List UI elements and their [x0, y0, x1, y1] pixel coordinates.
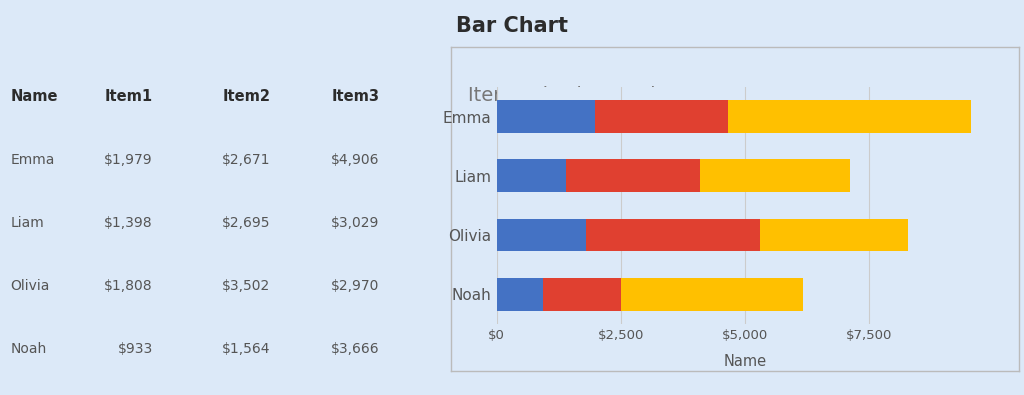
Bar: [700, 160, 850, 192]
Bar: [566, 160, 700, 192]
Text: $3,029: $3,029: [332, 216, 380, 230]
Text: Item2: Item2: [222, 89, 270, 104]
Bar: [728, 100, 971, 133]
Text: $1,979: $1,979: [104, 152, 153, 167]
Text: $1,808: $1,808: [104, 279, 153, 293]
Text: Name: Name: [10, 89, 57, 104]
Bar: [587, 219, 761, 251]
Bar: [621, 278, 803, 310]
Bar: [497, 160, 566, 192]
Text: $1,398: $1,398: [104, 216, 153, 230]
Text: $4,906: $4,906: [331, 152, 380, 167]
Text: Item1: Item1: [104, 89, 153, 104]
Text: Olivia: Olivia: [10, 279, 49, 293]
Text: $2,695: $2,695: [222, 216, 270, 230]
Text: Item3: Item3: [332, 89, 380, 104]
Text: $1,564: $1,564: [222, 342, 270, 356]
Text: Liam: Liam: [10, 216, 44, 230]
Text: $933: $933: [118, 342, 153, 356]
Text: $3,502: $3,502: [222, 279, 270, 293]
Text: $3,666: $3,666: [331, 342, 380, 356]
Bar: [543, 278, 621, 310]
Bar: [497, 100, 595, 133]
Text: $2,970: $2,970: [332, 279, 380, 293]
Bar: [595, 100, 728, 133]
Text: Emma: Emma: [10, 152, 54, 167]
X-axis label: Name: Name: [723, 354, 767, 369]
Legend: Item1, Item2, Item3: Item1, Item2, Item3: [571, 126, 807, 151]
Text: Item Sales by Employee: Item Sales by Employee: [468, 86, 702, 105]
Text: Noah: Noah: [10, 342, 46, 356]
Bar: [761, 219, 908, 251]
Text: Bar Chart: Bar Chart: [456, 16, 568, 36]
Bar: [497, 278, 543, 310]
Text: $2,671: $2,671: [222, 152, 270, 167]
Bar: [497, 219, 587, 251]
